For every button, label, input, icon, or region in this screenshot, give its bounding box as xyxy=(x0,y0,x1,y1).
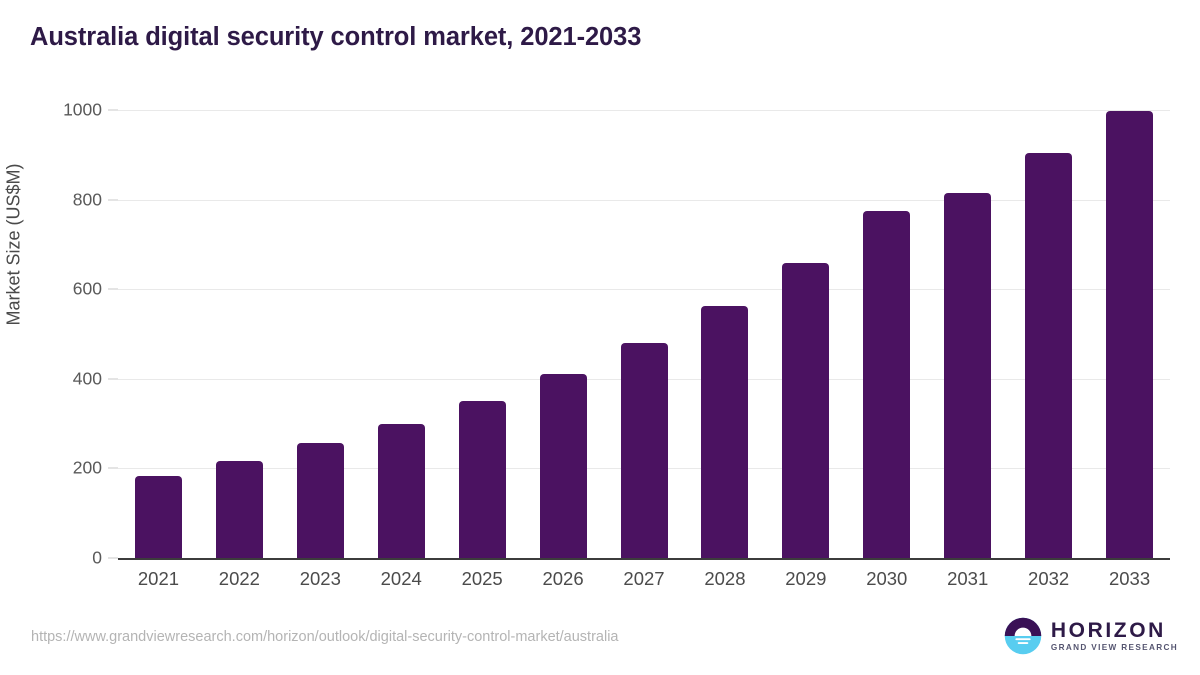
x-axis-tick-label-2031: 2031 xyxy=(947,568,989,589)
source-url-link[interactable]: https://www.grandviewresearch.com/horizo… xyxy=(31,629,619,645)
page-title: Australia digital security control marke… xyxy=(30,23,642,51)
gridline xyxy=(118,110,1170,111)
x-axis-tick-label-2025: 2025 xyxy=(461,568,503,589)
y-axis-tick-label: 200 xyxy=(72,457,102,478)
gridline xyxy=(118,199,1170,201)
x-axis-tick-label-2030: 2030 xyxy=(866,568,908,589)
bar-2023[interactable] xyxy=(296,443,344,558)
plot-area xyxy=(118,110,1170,558)
x-axis-tick-label-2026: 2026 xyxy=(542,568,584,589)
logo-text: HORIZON GRAND VIEW RESEARCH xyxy=(1051,620,1178,652)
y-axis-tick-label: 1000 xyxy=(63,99,102,120)
bar-2029[interactable] xyxy=(782,263,830,558)
y-axis-tick-mark xyxy=(108,467,118,469)
bar-2027[interactable] xyxy=(620,342,668,558)
bar-2025[interactable] xyxy=(458,401,506,558)
y-axis-tick-label: 800 xyxy=(72,189,102,210)
x-axis-tick-label-2029: 2029 xyxy=(785,568,827,589)
logo-tagline: GRAND VIEW RESEARCH xyxy=(1050,642,1178,652)
bar-2028[interactable] xyxy=(701,306,749,558)
bar-2022[interactable] xyxy=(215,461,263,558)
x-axis-tick-label-2021: 2021 xyxy=(137,568,180,589)
x-axis-tick-label-2023: 2023 xyxy=(299,568,341,589)
bar-2033[interactable] xyxy=(1106,111,1154,558)
y-axis-tick-mark xyxy=(108,557,118,559)
bar-2031[interactable] xyxy=(944,193,992,558)
logo-wordmark: HORIZON xyxy=(1050,618,1166,642)
x-axis-tick-label-2022: 2022 xyxy=(218,568,260,589)
bar-2032[interactable] xyxy=(1025,153,1073,558)
y-axis-tick-mark xyxy=(108,288,118,290)
y-axis-title: Market Size (US$M) xyxy=(3,163,24,326)
y-axis-tick-mark xyxy=(108,109,118,111)
y-axis-tick-label: 0 xyxy=(92,547,102,568)
x-axis-line xyxy=(118,558,1170,560)
bar-2026[interactable] xyxy=(539,373,587,558)
y-axis-tick-label: 400 xyxy=(72,368,102,389)
x-axis-tick-label-2033: 2033 xyxy=(1108,568,1151,589)
bar-2021[interactable] xyxy=(134,476,182,558)
gridline xyxy=(118,289,1170,291)
y-axis-tick-mark xyxy=(108,378,118,380)
brand-logo[interactable]: HORIZON GRAND VIEW RESEARCH xyxy=(1004,617,1178,655)
x-axis-tick-label-2028: 2028 xyxy=(704,568,746,589)
bar-2030[interactable] xyxy=(863,210,911,558)
bar-2024[interactable] xyxy=(377,424,425,558)
x-axis-tick-label-2024: 2024 xyxy=(380,568,422,589)
horizon-circle-icon xyxy=(1004,617,1042,655)
y-axis-tick-label: 600 xyxy=(72,278,102,299)
y-axis-tick-mark xyxy=(108,199,118,201)
x-axis-tick-label-2027: 2027 xyxy=(623,568,665,589)
x-axis-tick-label-2032: 2032 xyxy=(1028,568,1070,589)
